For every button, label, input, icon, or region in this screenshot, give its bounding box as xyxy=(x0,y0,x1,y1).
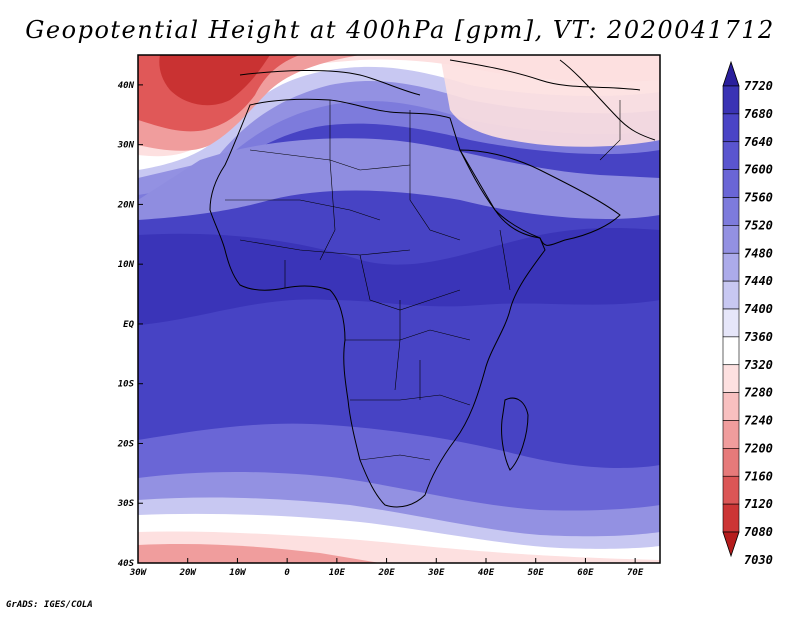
footer-credit: GrADS: IGES/COLA xyxy=(6,600,93,610)
axis-ticks: 30W 20W 10W 0 10E 20E 30E 40E 50E 60E 70E 40N 30N 20N… xyxy=(117,81,644,578)
colorbar-label: 7400 xyxy=(744,302,773,316)
colorbar-swatch xyxy=(722,113,740,143)
colorbar-swatch xyxy=(722,225,740,254)
colorbar-swatch xyxy=(722,420,740,449)
colorbar: 7720 7680 7640 7600 7560 7520 7480 7440 7400 7360… xyxy=(722,60,773,567)
colorbar-label: 7120 xyxy=(744,497,773,511)
lon-tick-label: 20W xyxy=(179,568,198,578)
colorbar-label: 7440 xyxy=(744,274,773,288)
colorbar-label: 7240 xyxy=(744,414,773,428)
colorbar-label: 7480 xyxy=(744,246,773,260)
lon-tick-label: 50E xyxy=(528,568,545,578)
colorbar-label: 7280 xyxy=(744,386,773,400)
country-borders xyxy=(225,100,621,461)
colorbar-top-arrow xyxy=(722,60,740,87)
lon-tick-label: 30W xyxy=(129,568,148,578)
lat-tick-label: 30N xyxy=(117,141,135,151)
plot-frame xyxy=(137,54,661,564)
colorbar-swatch xyxy=(722,169,740,198)
colorbar-swatch xyxy=(722,197,740,226)
colorbar-label: 7520 xyxy=(744,218,773,232)
colorbar-label: 7720 xyxy=(744,79,773,93)
lat-tick-label: 10N xyxy=(118,260,135,270)
colorbar-bottom-arrow xyxy=(722,531,740,558)
colorbar-swatch xyxy=(722,503,740,533)
colorbar-label: 7560 xyxy=(744,191,773,205)
lat-tick-label: 10S xyxy=(118,380,135,390)
height-field xyxy=(138,55,660,563)
colorbar-label: 7600 xyxy=(744,163,773,177)
lat-tick-label: EQ xyxy=(123,320,134,330)
map-title: Geopotential Height at 400hPa [gpm], VT:… xyxy=(25,16,775,44)
colorbar-label: 7160 xyxy=(744,469,773,483)
colorbar-swatch xyxy=(722,448,740,477)
lat-tick-label: 40N xyxy=(118,81,135,91)
colorbar-swatch xyxy=(722,85,740,115)
colorbar-label: 7320 xyxy=(744,358,773,372)
lon-tick-label: 40E xyxy=(478,568,495,578)
colorbar-swatch xyxy=(722,392,740,421)
lon-tick-label: 0 xyxy=(284,568,290,578)
lat-tick-label: 30S xyxy=(117,499,135,509)
lon-tick-label: 20E xyxy=(377,568,395,578)
lat-tick-label: 40S xyxy=(118,559,135,569)
colorbar-swatch xyxy=(722,252,740,282)
colorbar-label: 7680 xyxy=(744,107,773,121)
coastlines xyxy=(209,59,656,508)
colorbar-label: 7200 xyxy=(744,441,773,455)
colorbar-swatch xyxy=(722,364,740,393)
colorbar-swatch xyxy=(722,475,740,505)
lat-tick-label: 20S xyxy=(117,439,135,449)
colorbar-label: 7640 xyxy=(744,135,773,149)
lon-tick-label: 60E xyxy=(577,568,594,578)
lon-tick-label: 70E xyxy=(627,568,644,578)
lon-tick-label: 10W xyxy=(229,568,247,578)
colorbar-swatch xyxy=(722,141,740,170)
colorbar-label: 7030 xyxy=(744,553,773,567)
colorbar-label: 7360 xyxy=(744,330,773,344)
lon-tick-label: 30E xyxy=(427,568,445,578)
colorbar-swatch xyxy=(722,308,740,338)
lon-tick-label: 10E xyxy=(329,568,346,578)
colorbar-swatch xyxy=(722,280,740,310)
colorbar-label: 7080 xyxy=(744,525,773,539)
colorbar-swatch xyxy=(722,336,740,366)
lat-tick-label: 20N xyxy=(117,200,135,210)
